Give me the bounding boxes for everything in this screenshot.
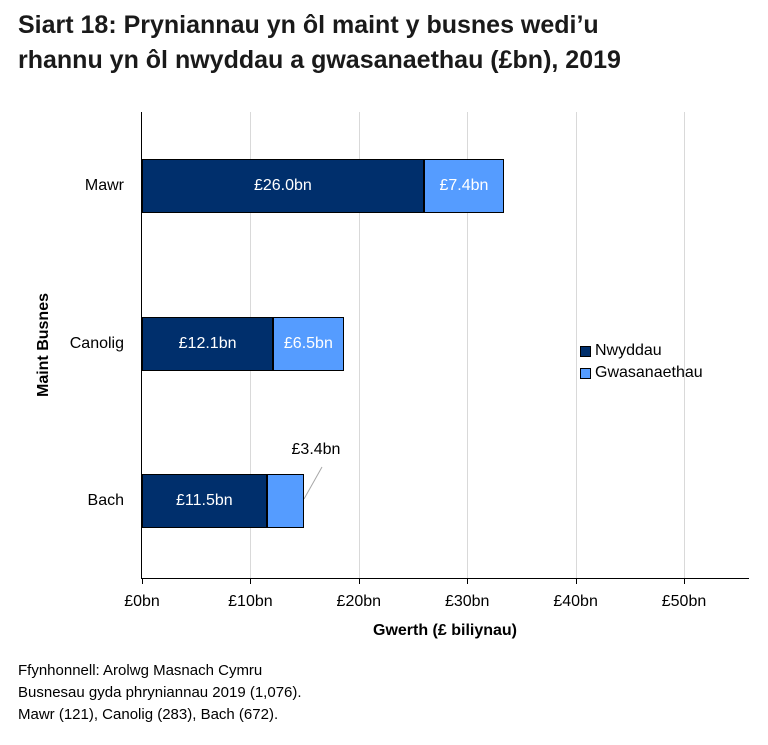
bar-services: £6.5bn (273, 317, 344, 371)
x-axis-title: Gwerth (£ biliynau) (372, 622, 518, 639)
x-tick-label: £30bn (444, 593, 490, 610)
gridline (358, 112, 360, 578)
x-tick-label: £50bn (661, 593, 707, 610)
gridline (575, 112, 577, 578)
source-line-1: Ffynhonnell: Arolwg Masnach Cymru (18, 662, 263, 679)
x-tick (142, 578, 143, 584)
bar-goods: £11.5bn (142, 474, 267, 528)
x-tick-label: £0bn (124, 593, 160, 610)
legend-item-services: Gwasanaethau (580, 362, 703, 384)
y-axis-line (141, 112, 142, 579)
bar-services: £7.4bn (423, 159, 505, 213)
chart-title: Siart 18: Pryniannau yn ôl maint y busne… (18, 8, 758, 78)
x-tick-label: £40bn (553, 593, 598, 610)
legend: Nwyddau Gwasanaethau (580, 340, 703, 384)
legend-label-goods: Nwyddau (595, 342, 662, 359)
y-axis-title: Maint Busnes (35, 292, 52, 398)
x-tick-label: £10bn (228, 593, 273, 610)
x-tick (684, 578, 685, 584)
category-label: Mawr (84, 177, 124, 194)
category-label: Bach (87, 492, 124, 509)
gridline (467, 112, 469, 578)
title-line-1: Siart 18: Pryniannau yn ôl maint y busne… (18, 11, 599, 39)
category-label: Canolig (69, 335, 124, 352)
legend-swatch-goods (580, 345, 591, 357)
legend-label-services: Gwasanaethau (595, 364, 703, 381)
bar-goods: £26.0bn (142, 159, 424, 213)
x-axis-line (141, 578, 749, 579)
title-line-2: rhannu yn ôl nwyddau a gwasanaethau (£bn… (18, 46, 621, 74)
x-tick (467, 578, 469, 584)
bar-goods: £12.1bn (142, 317, 274, 371)
gridline (684, 112, 685, 578)
source-line-2: Busnesau gyda phryniannau 2019 (1,076). (18, 684, 302, 701)
legend-item-goods: Nwyddau (580, 340, 703, 362)
x-tick-label: £20bn (336, 593, 382, 610)
x-tick (250, 578, 252, 584)
source-note: Ffynhonnell: Arolwg Masnach Cymru Busnes… (18, 660, 302, 726)
legend-swatch-services (580, 367, 591, 379)
x-tick (358, 578, 360, 584)
callout-leader-line (303, 466, 322, 500)
callout-label: £3.4bn (291, 441, 341, 458)
bar-services (266, 474, 304, 528)
source-line-3: Mawr (121), Canolig (283), Bach (672). (18, 706, 279, 723)
x-tick (575, 578, 577, 584)
